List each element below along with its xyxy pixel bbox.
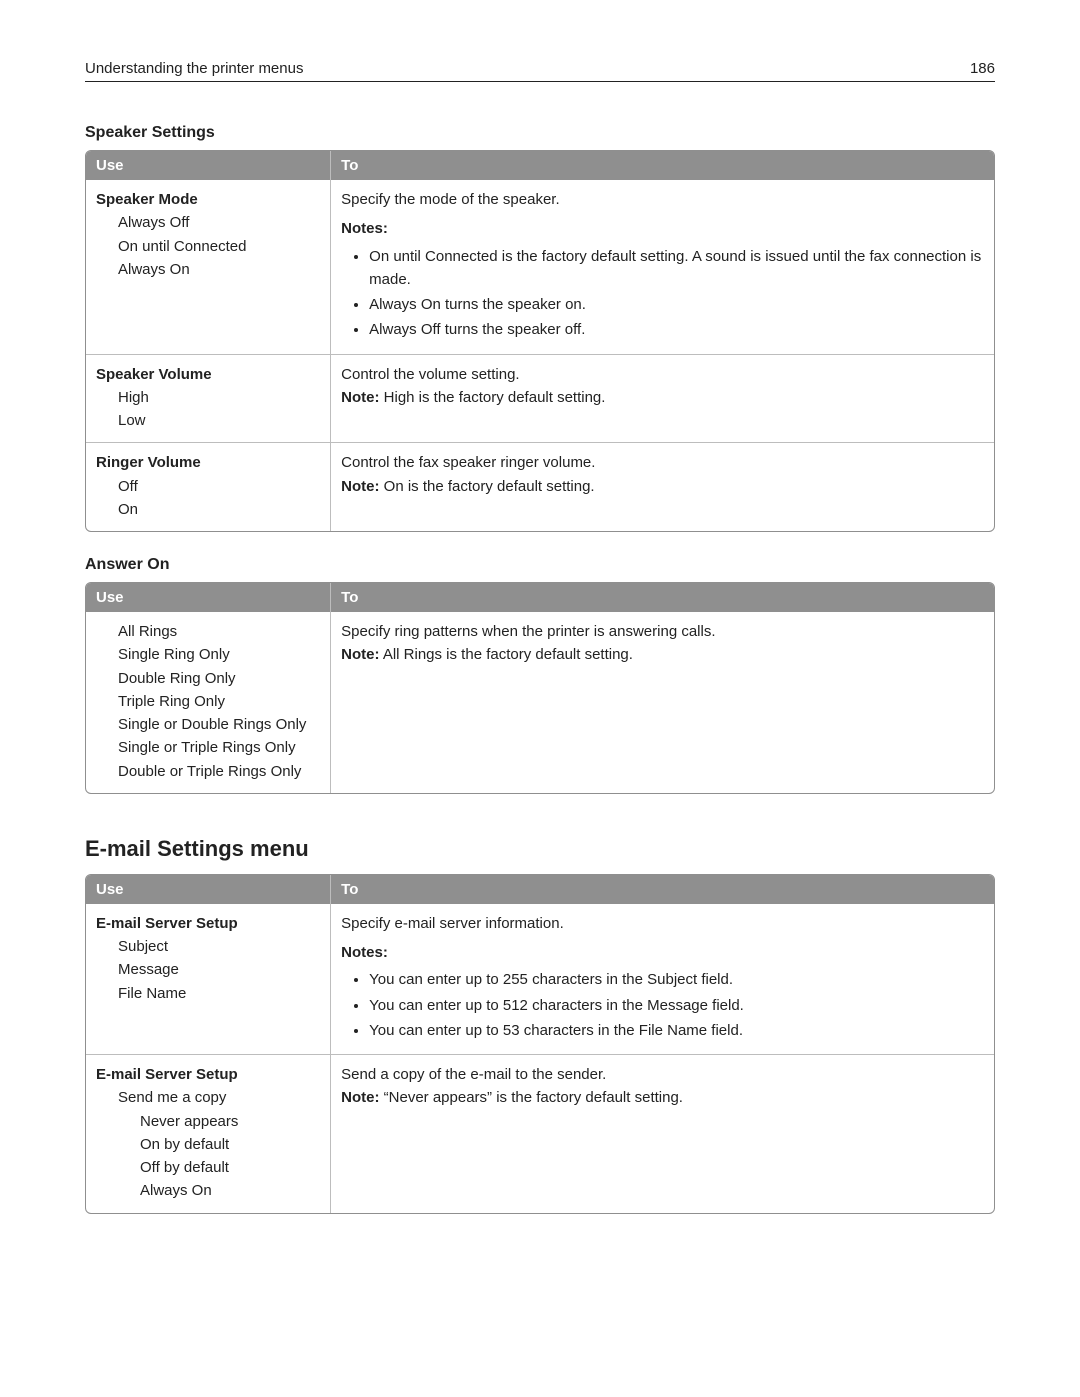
note-text: “Never appears” is the factory default s… xyxy=(379,1089,682,1106)
to-cell: Specify ring patterns when the printer i… xyxy=(331,612,994,793)
setting-option: Message xyxy=(96,958,320,981)
col-to: To xyxy=(331,875,994,904)
setting-option: Always On xyxy=(96,1179,320,1202)
use-cell: Speaker Volume High Low xyxy=(86,354,331,443)
use-cell: E‑mail Server Setup Subject Message File… xyxy=(86,904,331,1054)
note-label: Note: xyxy=(341,389,379,406)
setting-option: On until Connected xyxy=(96,235,320,258)
to-cell: Control the volume setting. Note: High i… xyxy=(331,354,994,443)
to-cell: Specify e‑mail server information. Notes… xyxy=(331,904,994,1054)
setting-subname: Send me a copy xyxy=(96,1086,320,1109)
note-label: Note: xyxy=(341,1089,379,1106)
setting-option: High xyxy=(96,386,320,409)
note-item: Always Off turns the speaker off. xyxy=(369,318,984,341)
notes-label: Notes: xyxy=(341,217,984,240)
answer-on-table: Use To All Rings Single Ring Only Double… xyxy=(85,582,995,794)
to-cell: Send a copy of the e‑mail to the sender.… xyxy=(331,1054,994,1213)
page-header: Understanding the printer menus 186 xyxy=(85,60,995,82)
setting-option: Off xyxy=(96,475,320,498)
description: Specify ring patterns when the printer i… xyxy=(341,620,984,643)
speaker-settings-table: Use To Speaker Mode Always Off On until … xyxy=(85,150,995,532)
note-item: Always On turns the speaker on. xyxy=(369,293,984,316)
note-line: Note: On is the factory default setting. xyxy=(341,475,984,498)
description: Control the volume setting. xyxy=(341,363,984,386)
col-use: Use xyxy=(86,583,331,612)
setting-option: Single or Double Rings Only xyxy=(96,713,320,736)
setting-option: Low xyxy=(96,409,320,432)
note-text: All Rings is the factory default setting… xyxy=(379,646,632,663)
note-text: On is the factory default setting. xyxy=(379,478,594,495)
setting-option: All Rings xyxy=(96,620,320,643)
setting-option: Subject xyxy=(96,935,320,958)
notes-list: On until Connected is the factory defaul… xyxy=(341,245,984,342)
setting-name: Speaker Volume xyxy=(96,363,320,386)
note-text: High is the factory default setting. xyxy=(379,389,605,406)
use-cell: Ringer Volume Off On xyxy=(86,442,331,531)
to-cell: Control the fax speaker ringer volume. N… xyxy=(331,442,994,531)
table-row: E‑mail Server Setup Send me a copy Never… xyxy=(86,1054,994,1213)
col-to: To xyxy=(331,151,994,180)
header-title: Understanding the printer menus xyxy=(85,60,303,77)
setting-option: Double or Triple Rings Only xyxy=(96,760,320,783)
table-row: E‑mail Server Setup Subject Message File… xyxy=(86,904,994,1054)
setting-option: Single Ring Only xyxy=(96,643,320,666)
to-cell: Specify the mode of the speaker. Notes: … xyxy=(331,180,994,354)
setting-name: E‑mail Server Setup xyxy=(96,1063,320,1086)
answer-on-title: Answer On xyxy=(85,556,995,574)
setting-name: Speaker Mode xyxy=(96,188,320,211)
setting-option: On xyxy=(96,498,320,521)
email-settings-table: Use To E‑mail Server Setup Subject Messa… xyxy=(85,874,995,1214)
notes-label: Notes: xyxy=(341,941,984,964)
description: Send a copy of the e‑mail to the sender. xyxy=(341,1063,984,1086)
note-line: Note: “Never appears” is the factory def… xyxy=(341,1086,984,1109)
setting-option: On by default xyxy=(96,1133,320,1156)
table-row: Speaker Volume High Low Control the volu… xyxy=(86,354,994,443)
notes-list: You can enter up to 255 characters in th… xyxy=(341,968,984,1042)
header-page-number: 186 xyxy=(970,60,995,77)
setting-option: Never appears xyxy=(96,1110,320,1133)
use-cell: E‑mail Server Setup Send me a copy Never… xyxy=(86,1054,331,1213)
email-settings-title: E‑mail Settings menu xyxy=(85,836,995,862)
note-item: On until Connected is the factory defaul… xyxy=(369,245,984,292)
col-use: Use xyxy=(86,151,331,180)
description: Control the fax speaker ringer volume. xyxy=(341,451,984,474)
description: Specify the mode of the speaker. xyxy=(341,188,984,211)
table-row: Ringer Volume Off On Control the fax spe… xyxy=(86,442,994,531)
note-line: Note: All Rings is the factory default s… xyxy=(341,643,984,666)
setting-option: Single or Triple Rings Only xyxy=(96,736,320,759)
setting-option: Always On xyxy=(96,258,320,281)
setting-option: File Name xyxy=(96,982,320,1005)
setting-option: Off by default xyxy=(96,1156,320,1179)
setting-name: Ringer Volume xyxy=(96,451,320,474)
col-to: To xyxy=(331,583,994,612)
setting-option: Double Ring Only xyxy=(96,667,320,690)
setting-option: Always Off xyxy=(96,211,320,234)
note-item: You can enter up to 53 characters in the… xyxy=(369,1019,984,1042)
col-use: Use xyxy=(86,875,331,904)
table-row: Speaker Mode Always Off On until Connect… xyxy=(86,180,994,354)
note-label: Note: xyxy=(341,478,379,495)
table-row: All Rings Single Ring Only Double Ring O… xyxy=(86,612,994,793)
description: Specify e‑mail server information. xyxy=(341,912,984,935)
use-cell: Speaker Mode Always Off On until Connect… xyxy=(86,180,331,354)
note-item: You can enter up to 255 characters in th… xyxy=(369,968,984,991)
use-cell: All Rings Single Ring Only Double Ring O… xyxy=(86,612,331,793)
speaker-settings-title: Speaker Settings xyxy=(85,124,995,142)
note-label: Note: xyxy=(341,646,379,663)
setting-name: E‑mail Server Setup xyxy=(96,912,320,935)
note-line: Note: High is the factory default settin… xyxy=(341,386,984,409)
note-item: You can enter up to 512 characters in th… xyxy=(369,994,984,1017)
setting-option: Triple Ring Only xyxy=(96,690,320,713)
